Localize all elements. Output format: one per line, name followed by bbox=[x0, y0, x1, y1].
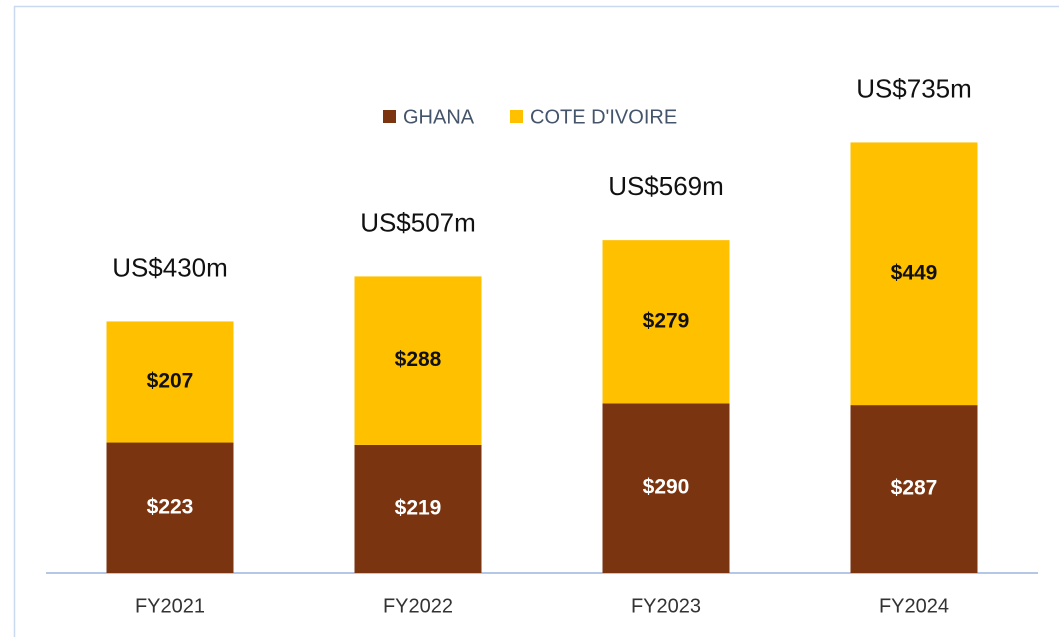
legend-label: COTE D'IVOIRE bbox=[530, 106, 677, 128]
bar-segment bbox=[106, 442, 234, 573]
x-tick-label: FY2024 bbox=[879, 595, 949, 617]
legend-swatch bbox=[510, 110, 523, 123]
value-label: $287 bbox=[891, 477, 938, 500]
bar-segment bbox=[354, 444, 482, 573]
value-label: $290 bbox=[643, 476, 690, 499]
total-label: US$735m bbox=[856, 73, 972, 103]
bar-segment bbox=[106, 321, 234, 443]
total-label: US$507m bbox=[360, 207, 476, 237]
bar-segment bbox=[850, 405, 978, 573]
bar-segment bbox=[354, 276, 482, 445]
x-tick-label: FY2023 bbox=[631, 595, 701, 617]
value-label: $449 bbox=[891, 261, 938, 284]
legend-label: GHANA bbox=[403, 106, 475, 128]
value-label: $288 bbox=[395, 348, 442, 371]
x-tick-label: FY2022 bbox=[383, 595, 453, 617]
bar-segment bbox=[602, 403, 730, 573]
value-label: $223 bbox=[147, 495, 194, 518]
total-label: US$569m bbox=[608, 171, 724, 201]
value-label: $279 bbox=[643, 309, 690, 332]
legend-swatch bbox=[383, 110, 396, 123]
total-label: US$430m bbox=[112, 252, 228, 282]
x-tick-label: FY2021 bbox=[135, 595, 205, 617]
bar-segment bbox=[850, 142, 978, 406]
chart-frame bbox=[13, 5, 1059, 637]
value-label: $207 bbox=[147, 370, 194, 393]
value-label: $219 bbox=[395, 496, 442, 519]
bar-segment bbox=[602, 240, 730, 404]
